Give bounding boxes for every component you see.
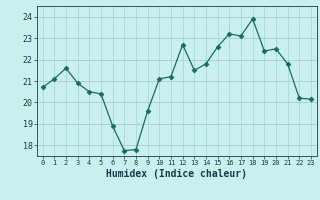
X-axis label: Humidex (Indice chaleur): Humidex (Indice chaleur) [106, 169, 247, 179]
